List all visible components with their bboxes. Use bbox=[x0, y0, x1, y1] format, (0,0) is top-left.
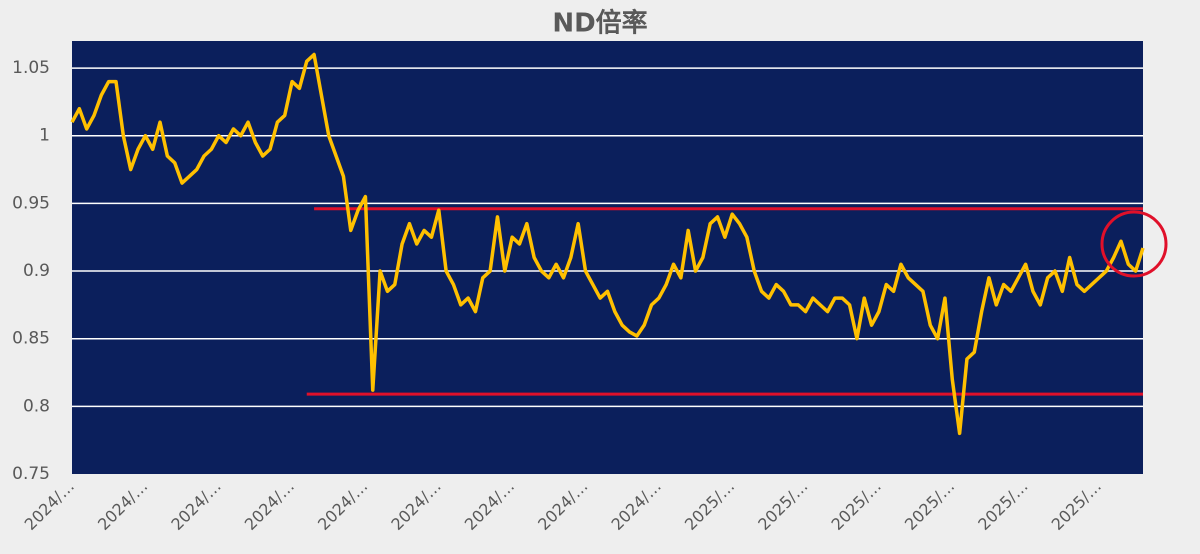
y-tick-label: 0.75 bbox=[12, 464, 50, 484]
data-line bbox=[70, 52, 1145, 436]
y-tick-label: 0.95 bbox=[12, 193, 50, 213]
y-tick-label: 0.8 bbox=[23, 396, 50, 416]
y-tick-label: 0.9 bbox=[23, 261, 50, 281]
plot-area bbox=[72, 41, 1143, 474]
y-tick-label: 1.05 bbox=[12, 58, 50, 78]
y-tick-label: 0.85 bbox=[12, 329, 50, 349]
y-tick-label: 1 bbox=[39, 126, 50, 146]
chart-title: ND倍率 bbox=[552, 8, 647, 39]
highlight-circle bbox=[1100, 210, 1168, 278]
